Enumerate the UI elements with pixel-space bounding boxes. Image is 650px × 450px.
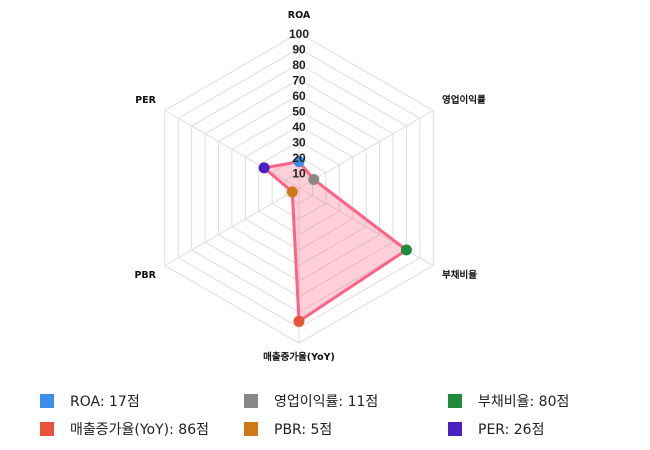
tick-label: 80 [292, 58, 306, 72]
tick-label: 50 [292, 105, 306, 119]
tick-label: 30 [292, 136, 306, 150]
legend-swatch [40, 422, 54, 436]
axis-label: PBR [134, 270, 156, 281]
axis-label: 매출증가율(YoY) [263, 351, 335, 363]
tick-label: 100 [289, 27, 309, 41]
legend-item-operating-margin[interactable]: 영업이익률: 11점 [244, 390, 448, 412]
legend-item-pbr[interactable]: PBR: 5점 [244, 418, 448, 440]
data-point-1 [308, 173, 320, 185]
axis-label: 부채비율 [442, 269, 477, 281]
legend-item-sales-growth[interactable]: 매출증가율(YoY): 86점 [40, 418, 244, 440]
legend-label: 부채비율: 80점 [478, 394, 570, 410]
legend-swatch [448, 422, 462, 436]
legend-label: ROA: 17점 [70, 394, 140, 410]
data-point-5 [258, 162, 270, 174]
legend-swatch [448, 394, 462, 408]
legend-item-debt-ratio[interactable]: 부채비율: 80점 [448, 390, 650, 412]
tick-label: 40 [292, 120, 306, 134]
tick-label: 10 [292, 167, 306, 181]
data-point-4 [286, 186, 298, 198]
legend-label: 영업이익률: 11점 [274, 394, 379, 410]
tick-label: 70 [292, 74, 306, 88]
data-point-2 [400, 244, 412, 256]
legend-swatch [244, 394, 258, 408]
legend-label: PER: 26점 [478, 422, 545, 438]
grid-spoke [164, 110, 300, 189]
data-point-0 [293, 156, 305, 168]
legend-item-per[interactable]: PER: 26점 [448, 418, 650, 440]
grid-spoke [298, 110, 434, 189]
tick-label: 60 [292, 89, 306, 103]
legend-label: PBR: 5점 [274, 422, 333, 438]
legend-swatch [244, 422, 258, 436]
grid-spoke [164, 187, 300, 266]
data-area [262, 160, 408, 323]
legend-item-roa[interactable]: ROA: 17점 [40, 390, 244, 412]
legend: ROA: 17점 영업이익률: 11점 부채비율: 80점 매출증가율(YoY)… [40, 390, 650, 440]
legend-swatch [40, 394, 54, 408]
axis-label: 영업이익률 [442, 94, 486, 106]
legend-label: 매출증가율(YoY): 86점 [70, 422, 209, 438]
axis-label: ROA [288, 10, 311, 21]
axis-label: PER [135, 95, 156, 106]
tick-label: 90 [292, 43, 306, 57]
data-point-3 [293, 315, 305, 327]
tick-label: 20 [292, 151, 306, 165]
